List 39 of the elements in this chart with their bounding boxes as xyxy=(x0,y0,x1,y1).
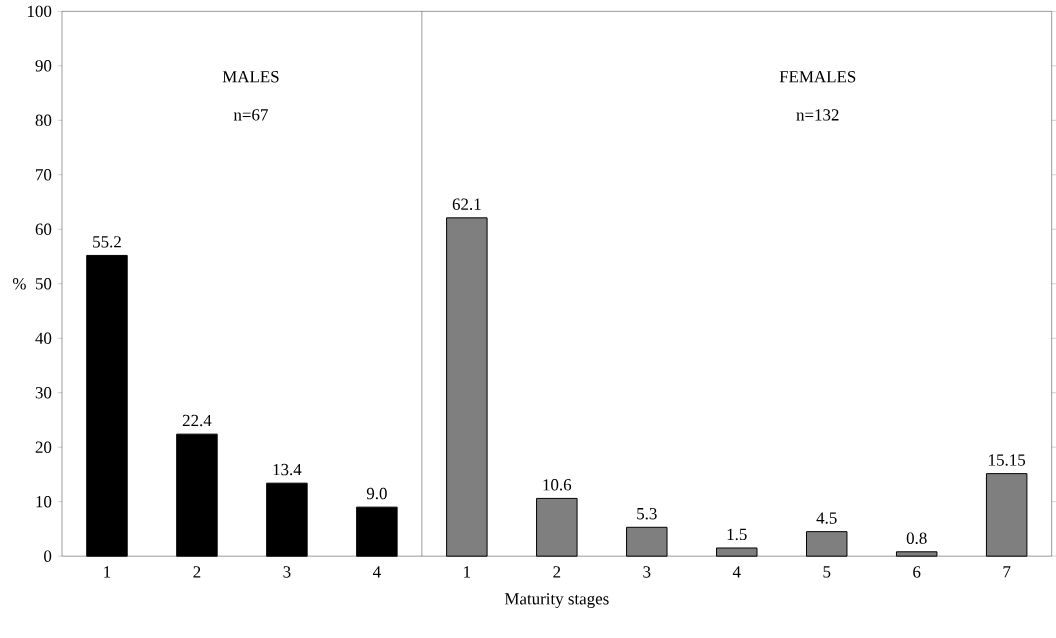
y-tick-label: 80 xyxy=(35,114,52,126)
y-tick-label: 50 xyxy=(35,277,52,290)
x-tick-label: 6 xyxy=(913,566,921,578)
annotation: n=132 xyxy=(796,109,839,121)
y-tick-label: 60 xyxy=(35,223,52,235)
data-label: 15.15 xyxy=(989,454,1026,466)
data-label: 9.0 xyxy=(366,487,387,500)
y-tick-label: 40 xyxy=(35,332,52,344)
y-tick-label: 30 xyxy=(35,386,52,399)
data-label: 62.1 xyxy=(452,198,481,210)
x-tick-label: 2 xyxy=(193,566,201,578)
x-tick-label: 7 xyxy=(1003,566,1011,578)
data-label: 0.8 xyxy=(906,532,927,544)
x-tick-label: 3 xyxy=(283,566,291,578)
data-label: 4.5 xyxy=(816,512,837,524)
x-tick-label: 1 xyxy=(104,566,111,578)
annotation: MALES xyxy=(222,70,279,83)
data-label: 1.5 xyxy=(727,528,747,541)
x-tick-label: 2 xyxy=(553,566,561,578)
y-tick-label: 0 xyxy=(44,550,52,562)
x-axis-title: Maturity stages xyxy=(504,593,609,608)
y-tick-label: 70 xyxy=(36,169,52,181)
x-tick-label: 1 xyxy=(464,566,471,578)
x-tick-label: 4 xyxy=(732,566,741,578)
y-tick-label: 90 xyxy=(35,60,52,72)
y-tick-label: 100 xyxy=(27,5,52,18)
annotation: FEMALES xyxy=(779,70,856,83)
data-label: 22.4 xyxy=(182,414,212,427)
y-axis-title: % xyxy=(12,277,26,290)
y-tick-label: 20 xyxy=(35,441,52,453)
x-tick-label: 3 xyxy=(643,566,651,578)
x-tick-label: 4 xyxy=(372,566,381,578)
data-label: 55.2 xyxy=(93,236,121,248)
data-label: 10.6 xyxy=(543,479,572,491)
data-label: 5.3 xyxy=(637,507,657,520)
annotation: n=67 xyxy=(233,109,268,121)
data-label: 13.4 xyxy=(273,463,302,476)
x-tick-label: 5 xyxy=(823,566,831,578)
y-tick-label: 10 xyxy=(36,495,52,508)
